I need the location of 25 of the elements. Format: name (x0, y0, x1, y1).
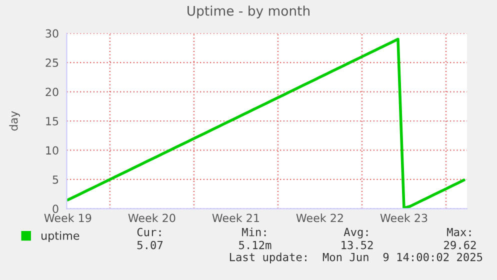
y-tick-label: 10 (46, 146, 58, 155)
text: 29.62 (444, 240, 476, 250)
text: Min: (242, 228, 266, 236)
x-tick-label: Week 22 (296, 214, 343, 222)
x-tick-label: Week 23 (380, 214, 428, 222)
legend-label: uptime (42, 231, 80, 242)
line-series (66, 38, 466, 209)
y-tick-label: 30 (46, 29, 58, 38)
y-tick-label: 20 (46, 88, 58, 96)
text: 5.07 (137, 240, 163, 250)
text: 5.12m (239, 240, 272, 250)
x-tick-label: Week 20 (128, 214, 176, 222)
x-tick-label: Week 19 (44, 214, 92, 222)
y-axis-title: day (9, 111, 20, 131)
text: 13.52 (342, 240, 373, 250)
y-tick-label: 0 (52, 204, 58, 214)
y-tick-label: 5 (52, 176, 58, 184)
text: Max: (447, 228, 471, 236)
text: Cur: (137, 228, 161, 236)
y-tick-label: 15 (46, 117, 58, 126)
x-tick-label: Week 21 (212, 214, 259, 222)
y-tick-label: 25 (46, 58, 58, 67)
text: Last update: Mon Jun 9 14:00:02 2025 (230, 252, 482, 264)
chart-title: Uptime - by month (188, 6, 310, 18)
text: Avg: (344, 228, 368, 238)
